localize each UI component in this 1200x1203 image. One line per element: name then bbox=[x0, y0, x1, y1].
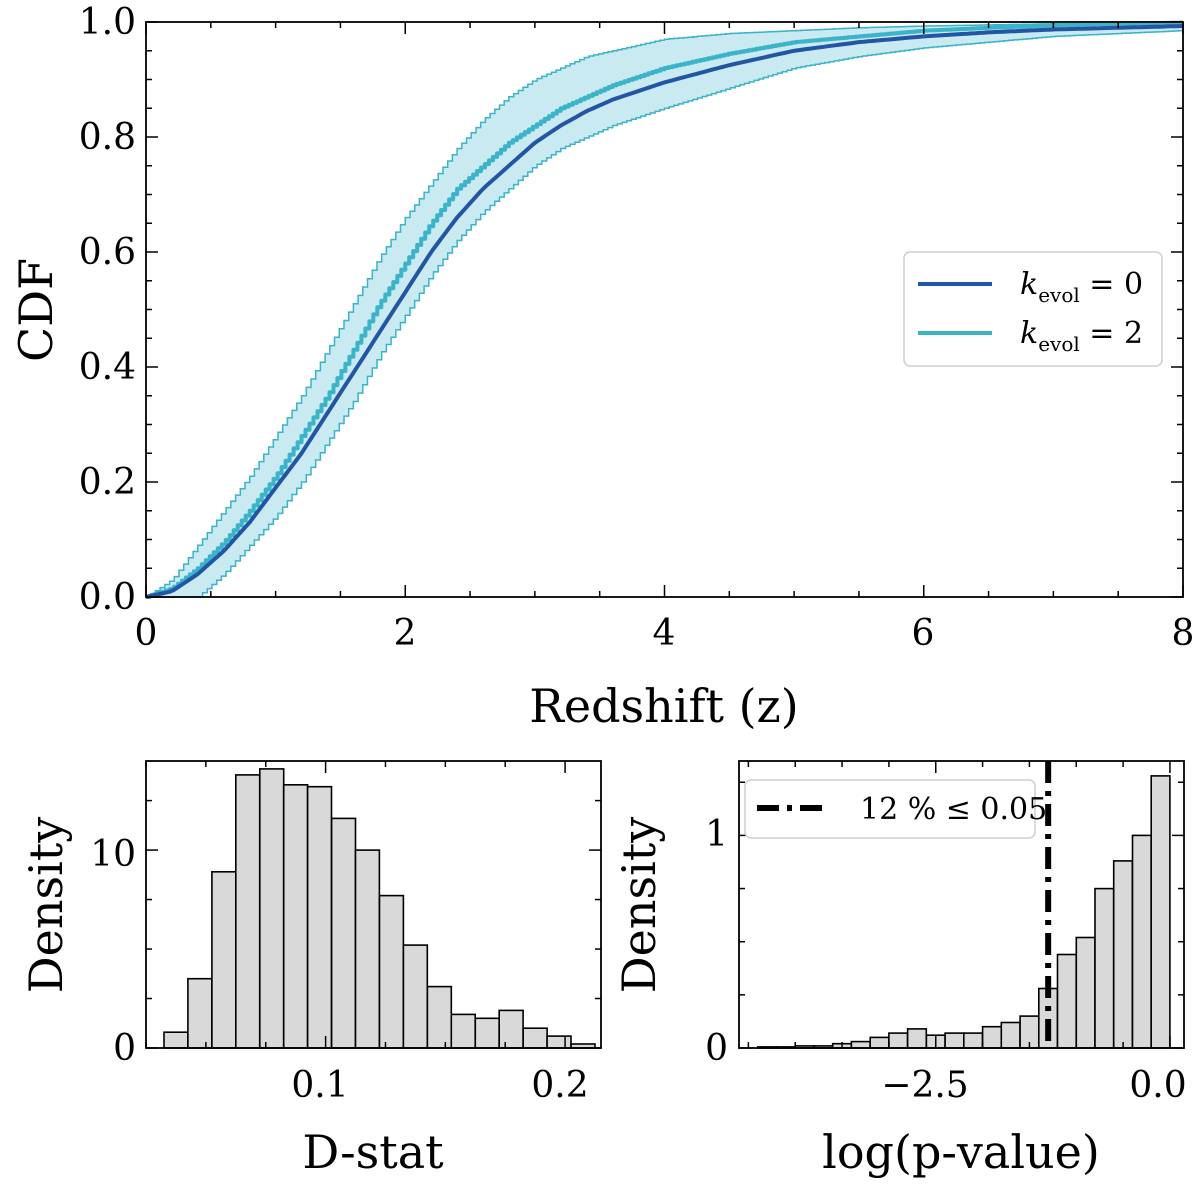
x-tick-label: 0.2 bbox=[531, 1065, 588, 1106]
histogram-bar bbox=[187, 977, 213, 1049]
histogram-bar bbox=[450, 1013, 476, 1049]
dstat-panel: 0.1 0.2 0 10 D-stat Density bbox=[19, 760, 602, 1179]
x-tick-label: 4 bbox=[653, 613, 676, 654]
histogram-bar bbox=[235, 774, 261, 1049]
histogram-bar bbox=[869, 1036, 890, 1049]
x-axis-label: D-stat bbox=[302, 1125, 444, 1179]
histogram-bar bbox=[163, 1031, 189, 1049]
legend-entry-rest: = 0 bbox=[1080, 267, 1143, 302]
histogram-bar bbox=[1112, 860, 1134, 1049]
histogram-bar bbox=[1075, 936, 1096, 1049]
legend-entry-base: k bbox=[1020, 267, 1038, 302]
pvalue-legend: 12 % ≤ 0.05 bbox=[744, 779, 1047, 839]
x-axis-label: log(p-value) bbox=[822, 1125, 1100, 1179]
cdf-ticks bbox=[145, 21, 1184, 598]
legend-entry: 12 % ≤ 0.05 bbox=[860, 792, 1047, 827]
histogram-bar bbox=[258, 768, 285, 1049]
histogram-bar bbox=[1131, 834, 1153, 1049]
histogram-bar bbox=[498, 1009, 524, 1049]
histogram-bar bbox=[1094, 887, 1115, 1049]
x-tick-label: 0.0 bbox=[1129, 1065, 1186, 1106]
confidence-band-lower bbox=[146, 30, 1184, 598]
histogram-bar bbox=[282, 783, 309, 1049]
histogram-bar bbox=[474, 1017, 500, 1049]
legend-entry: kevol = 2 bbox=[1020, 316, 1143, 356]
legend-box bbox=[903, 251, 1163, 367]
legend-entry-sub: evol bbox=[1038, 332, 1080, 356]
x-tick-label: −2.5 bbox=[881, 1065, 968, 1106]
histogram-bar bbox=[888, 1032, 909, 1049]
y-tick-label: 0.4 bbox=[79, 347, 136, 388]
y-axis-label: Density bbox=[612, 817, 666, 994]
y-axis-label: Density bbox=[19, 817, 73, 994]
histogram-bar bbox=[1150, 775, 1171, 1049]
y-tick-label: 0 bbox=[705, 1028, 728, 1069]
y-tick-label: 0.2 bbox=[79, 462, 136, 503]
y-tick-label: 0.6 bbox=[79, 232, 136, 273]
cdf-series bbox=[145, 20, 1184, 599]
x-tick-label: 6 bbox=[912, 613, 935, 654]
y-tick-label: 10 bbox=[90, 834, 136, 875]
y-tick-label: 0.8 bbox=[79, 117, 136, 158]
y-tick-label: 0.0 bbox=[79, 577, 136, 618]
cdf-line-series-1 bbox=[146, 20, 1183, 599]
dstat-ticks bbox=[145, 761, 601, 1049]
legend-entry-base: k bbox=[1020, 316, 1038, 351]
histogram-bar bbox=[306, 785, 333, 1049]
pvalue-panel: −2.5 0.0 0 1 log(p-value) Density 12 % ≤… bbox=[612, 760, 1187, 1179]
legend-entry-rest: = 2 bbox=[1080, 316, 1143, 351]
y-tick-label: 1 bbox=[705, 814, 728, 855]
histogram-bar bbox=[944, 1032, 965, 1049]
pvalue-ticks bbox=[739, 761, 1184, 1049]
dstat-plot-frame bbox=[145, 760, 602, 1049]
histogram-bar bbox=[906, 1028, 928, 1049]
histogram-bar bbox=[850, 1040, 871, 1049]
y-tick-label: 1.0 bbox=[79, 2, 136, 43]
pvalue-plot-frame bbox=[738, 760, 1185, 1049]
histogram-bar bbox=[981, 1025, 1003, 1049]
histogram-bars bbox=[163, 768, 596, 1049]
histogram-bar bbox=[522, 1027, 548, 1049]
histogram-bar bbox=[378, 894, 405, 1049]
histogram-bar bbox=[330, 817, 357, 1049]
legend: kevol = 0 kevol = 2 bbox=[903, 251, 1163, 367]
histogram-bar bbox=[354, 849, 381, 1049]
legend-entry: kevol = 0 bbox=[1020, 267, 1143, 307]
histogram-bar bbox=[1000, 1021, 1021, 1049]
x-tick-label: 0.1 bbox=[291, 1065, 348, 1106]
y-axis-label: CDF bbox=[9, 258, 63, 362]
x-tick-label: 0 bbox=[135, 613, 158, 654]
histogram-bar bbox=[211, 870, 237, 1049]
y-tick-label: 0 bbox=[113, 1028, 136, 1069]
histogram-bar bbox=[962, 1032, 984, 1049]
confidence-band-upper bbox=[146, 21, 1183, 598]
confidence-band bbox=[146, 21, 1184, 598]
cdf-panel: 0 2 4 6 8 0.0 0.2 0.4 0.6 0.8 1.0 Redshi… bbox=[9, 2, 1194, 733]
x-axis-label: Redshift (z) bbox=[529, 679, 799, 733]
legend-entry-sub: evol bbox=[1038, 283, 1080, 307]
histogram-bar bbox=[426, 985, 453, 1049]
x-tick-label: 2 bbox=[394, 613, 417, 654]
legend-box bbox=[744, 779, 1036, 839]
histogram-bar bbox=[402, 944, 429, 1049]
histogram-bar bbox=[546, 1035, 572, 1049]
histogram-bar bbox=[1056, 953, 1078, 1049]
x-tick-label: 8 bbox=[1172, 613, 1195, 654]
cdf-line-series-0 bbox=[145, 24, 1184, 599]
